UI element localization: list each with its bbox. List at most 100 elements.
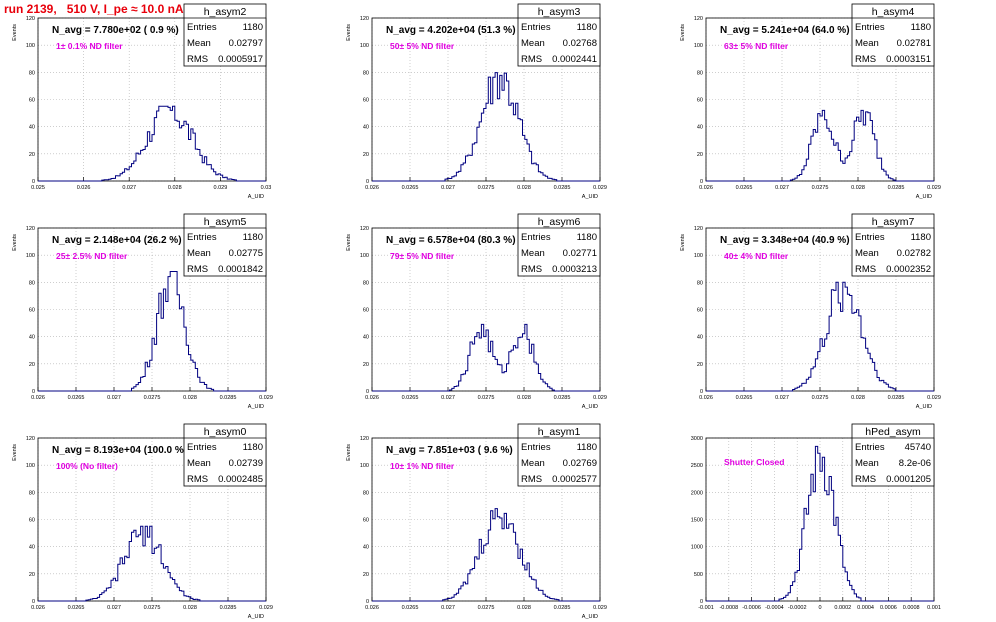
filter-annotation: 79± 5% ND filter (390, 251, 455, 261)
stats-value-entries: 1180 (243, 232, 263, 243)
x-tick-label: 0.0275 (812, 395, 829, 401)
x-tick-label: 0.0275 (144, 395, 161, 401)
y-tick-label: 40 (29, 335, 35, 341)
n-avg-label: N_avg = 4.202e+04 (51.3 %) (386, 25, 516, 36)
x-tick-label: 0.028 (517, 605, 531, 611)
x-axis-label: A_UID (916, 194, 932, 200)
x-tick-label: 0.027 (441, 395, 455, 401)
plot-frame (705, 17, 935, 182)
x-tick-label: 0.028 (851, 185, 865, 191)
y-tick-label: 120 (360, 226, 369, 232)
histogram-line (372, 72, 600, 182)
y-tick-label: 80 (29, 70, 35, 76)
stats-key: Mean (187, 38, 211, 49)
y-axis-label: Events (346, 444, 352, 461)
histogram-h_asym1: 0.026 0.0265 0.027 0.0275 0.028 0.0285 0.029 0 2… (346, 423, 607, 620)
histogram-name: h_asym0 (204, 426, 247, 438)
stats-key: Mean (521, 248, 545, 259)
y-tick-label: 20 (363, 362, 369, 368)
y-tick-label: 20 (697, 152, 703, 158)
stats-key: RMS (187, 54, 208, 65)
x-axis-label: A_UID (582, 194, 598, 200)
y-tick-label: 20 (363, 152, 369, 158)
y-axis-label: Events (346, 24, 352, 41)
y-tick-label: 100 (26, 43, 35, 49)
filter-annotation: 1± 0.1% ND filter (56, 41, 123, 51)
x-tick-label: -0.0004 (765, 605, 784, 611)
x-tick-label: 0.028 (851, 395, 865, 401)
y-tick-label: 40 (29, 545, 35, 551)
stats-box (851, 423, 935, 487)
histogram-line (38, 105, 266, 182)
stats-value-entries: 1180 (911, 22, 931, 33)
x-tick-label: 0.0285 (554, 605, 571, 611)
y-tick-label: 120 (360, 436, 369, 442)
stats-key: Mean (855, 38, 879, 49)
x-axis-label: A_UID (248, 404, 264, 410)
y-tick-label: 0 (700, 599, 703, 605)
x-tick-label: 0.028 (168, 185, 182, 191)
x-tick-label: 0.026 (365, 185, 379, 191)
x-tick-label: 0.029 (593, 395, 607, 401)
stats-value-rms: 0.0002352 (886, 264, 931, 275)
stats-value-rms: 0.0002485 (218, 474, 263, 485)
histogram-line (372, 508, 600, 602)
stats-value-mean: 0.02771 (563, 248, 597, 259)
x-tick-label: -0.001 (698, 605, 714, 611)
x-tick-label: 0.0285 (554, 185, 571, 191)
y-tick-label: 40 (363, 545, 369, 551)
y-tick-label: 100 (694, 253, 703, 259)
x-tick-label: 0.0006 (880, 605, 897, 611)
y-tick-label: 80 (29, 490, 35, 496)
y-tick-label: 40 (363, 125, 369, 131)
stats-value-entries: 1180 (911, 232, 931, 243)
histogram-name: hPed_asym (865, 426, 921, 438)
plot-frame (705, 437, 935, 602)
x-tick-label: 0.026 (31, 605, 45, 611)
n-avg-label: N_avg = 2.148e+04 (26.2 %) (52, 235, 182, 246)
stats-key: Mean (521, 38, 545, 49)
histogram-line (706, 109, 934, 182)
stats-key: Entries (187, 22, 217, 33)
stats-key: RMS (187, 264, 208, 275)
y-tick-label: 0 (700, 389, 703, 395)
stats-value-entries: 1180 (243, 22, 263, 33)
y-tick-label: 60 (29, 98, 35, 104)
filter-annotation: 25± 2.5% ND filter (56, 251, 128, 261)
stats-value-rms: 0.0005917 (218, 54, 263, 65)
y-tick-label: 60 (29, 518, 35, 524)
y-tick-label: 100 (26, 463, 35, 469)
y-tick-label: 120 (694, 16, 703, 22)
x-tick-label: 0.029 (593, 605, 607, 611)
stats-value-mean: 8.2e-06 (899, 458, 931, 469)
y-tick-label: 60 (697, 98, 703, 104)
stats-box (851, 3, 935, 67)
x-tick-label: 0.026 (365, 605, 379, 611)
y-tick-label: 100 (694, 43, 703, 49)
y-tick-label: 120 (26, 226, 35, 232)
y-tick-label: 120 (26, 16, 35, 22)
histogram-line (38, 525, 266, 602)
y-axis-label: Events (12, 444, 18, 461)
y-tick-label: 0 (366, 599, 369, 605)
y-tick-label: 40 (697, 335, 703, 341)
y-tick-label: 40 (697, 125, 703, 131)
x-tick-label: 0.0265 (68, 605, 85, 611)
stats-value-rms: 0.0003151 (886, 54, 931, 65)
y-tick-label: 0 (32, 389, 35, 395)
stats-value-entries: 1180 (577, 442, 597, 453)
histogram-name: h_asym6 (538, 216, 581, 228)
y-tick-label: 100 (360, 463, 369, 469)
x-tick-label: 0.026 (77, 185, 91, 191)
histogram-line (372, 323, 600, 392)
stats-value-mean: 0.02782 (897, 248, 931, 259)
x-tick-label: 0.0275 (812, 185, 829, 191)
y-tick-label: 1500 (691, 518, 703, 524)
stats-value-entries: 1180 (243, 442, 263, 453)
plot-frame (371, 227, 601, 392)
stats-key: Mean (855, 248, 879, 259)
stats-value-rms: 0.0002441 (552, 54, 597, 65)
y-tick-label: 80 (363, 70, 369, 76)
stats-key: RMS (521, 54, 542, 65)
n-avg-label: N_avg = 8.193e+04 (100.0 %) (52, 445, 187, 456)
